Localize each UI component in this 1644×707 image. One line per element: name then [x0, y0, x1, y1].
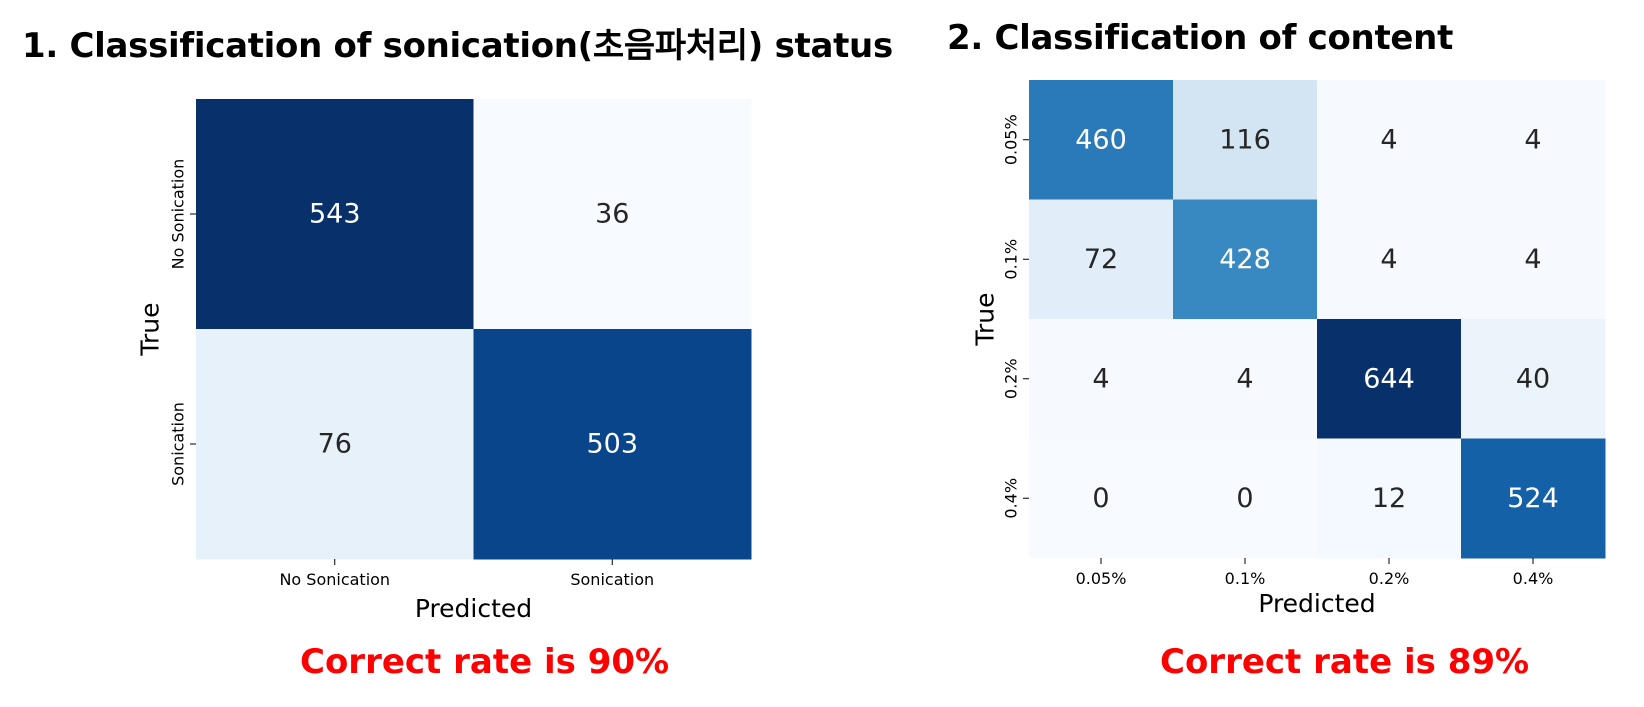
cell-value-label: 4 — [1380, 124, 1397, 155]
cell-value-label: 543 — [309, 199, 361, 230]
cell-value-label: 524 — [1507, 483, 1559, 514]
panel-title-content: 2. Classification of content — [947, 18, 1454, 58]
cell-value-label: 460 — [1075, 124, 1127, 155]
y-tick-label: 0.1% — [1002, 239, 1021, 280]
cell-value-label: 4 — [1524, 244, 1541, 275]
y-axis-label: True — [136, 302, 165, 356]
heatmap-cell-content — [1317, 199, 1462, 320]
cell-value-label: 12 — [1372, 483, 1406, 514]
y-tick-label: 0.05% — [1002, 114, 1021, 165]
heatmap-cell-content — [1029, 80, 1174, 200]
y-tick-label: 0.4% — [1002, 478, 1021, 519]
cell-value-label: 0 — [1236, 483, 1253, 514]
heatmap-cell-content — [1317, 319, 1462, 439]
panel-title-sonication: 1. Classification of sonication(초음파처리) s… — [22, 26, 893, 66]
heatmap-cell-content — [1173, 199, 1318, 320]
heatmap-cell-content — [1461, 199, 1606, 320]
cell-value-label: 72 — [1084, 244, 1118, 275]
heatmap-cell-sonication — [473, 329, 752, 560]
cell-value-label: 4 — [1524, 124, 1541, 155]
x-tick-label: 0.2% — [1369, 569, 1410, 588]
x-tick-label: Sonication — [570, 570, 654, 589]
y-tick-label: Sonication — [169, 402, 188, 486]
heatmap-cell-content — [1029, 319, 1174, 439]
cell-value-label: 428 — [1219, 244, 1271, 275]
cell-value-label: 4 — [1236, 363, 1253, 394]
heatmap-cell-content — [1461, 438, 1606, 559]
heatmap-cell-sonication — [196, 329, 474, 560]
cell-value-label: 116 — [1219, 124, 1271, 155]
heatmap-cell-content — [1029, 438, 1174, 559]
heatmap-cell-content — [1173, 319, 1318, 439]
x-tick-label: 0.05% — [1076, 569, 1127, 588]
cell-value-label: 644 — [1363, 363, 1415, 394]
cell-value-label: 40 — [1516, 363, 1550, 394]
heatmap-cell-content — [1461, 80, 1606, 200]
y-axis-label: True — [971, 292, 1000, 346]
y-tick-label: No Sonication — [169, 159, 188, 270]
x-axis-label: Predicted — [415, 594, 532, 623]
y-tick-label: 0.2% — [1002, 358, 1021, 399]
x-axis-label: Predicted — [1258, 589, 1375, 618]
x-tick-label: 0.1% — [1225, 569, 1266, 588]
cell-value-label: 4 — [1380, 244, 1397, 275]
cell-value-label: 4 — [1092, 363, 1109, 394]
correct-rate-content: Correct rate is 89% — [1160, 642, 1530, 682]
heatmap-cell-content — [1317, 80, 1462, 200]
heatmap-cell-content — [1461, 319, 1606, 439]
cell-value-label: 503 — [586, 429, 638, 460]
cell-value-label: 36 — [595, 199, 629, 230]
x-tick-label: 0.4% — [1513, 569, 1554, 588]
heatmap-cell-sonication — [473, 99, 752, 330]
heatmap-cell-content — [1173, 80, 1318, 200]
correct-rate-sonication: Correct rate is 90% — [300, 642, 670, 682]
cell-value-label: 76 — [318, 429, 352, 460]
heatmap-cell-content — [1029, 199, 1174, 320]
x-tick-label: No Sonication — [279, 570, 390, 589]
heatmap-cell-sonication — [196, 99, 474, 330]
heatmap-cell-content — [1317, 438, 1462, 559]
cell-value-label: 0 — [1092, 483, 1109, 514]
heatmap-cell-content — [1173, 438, 1318, 559]
